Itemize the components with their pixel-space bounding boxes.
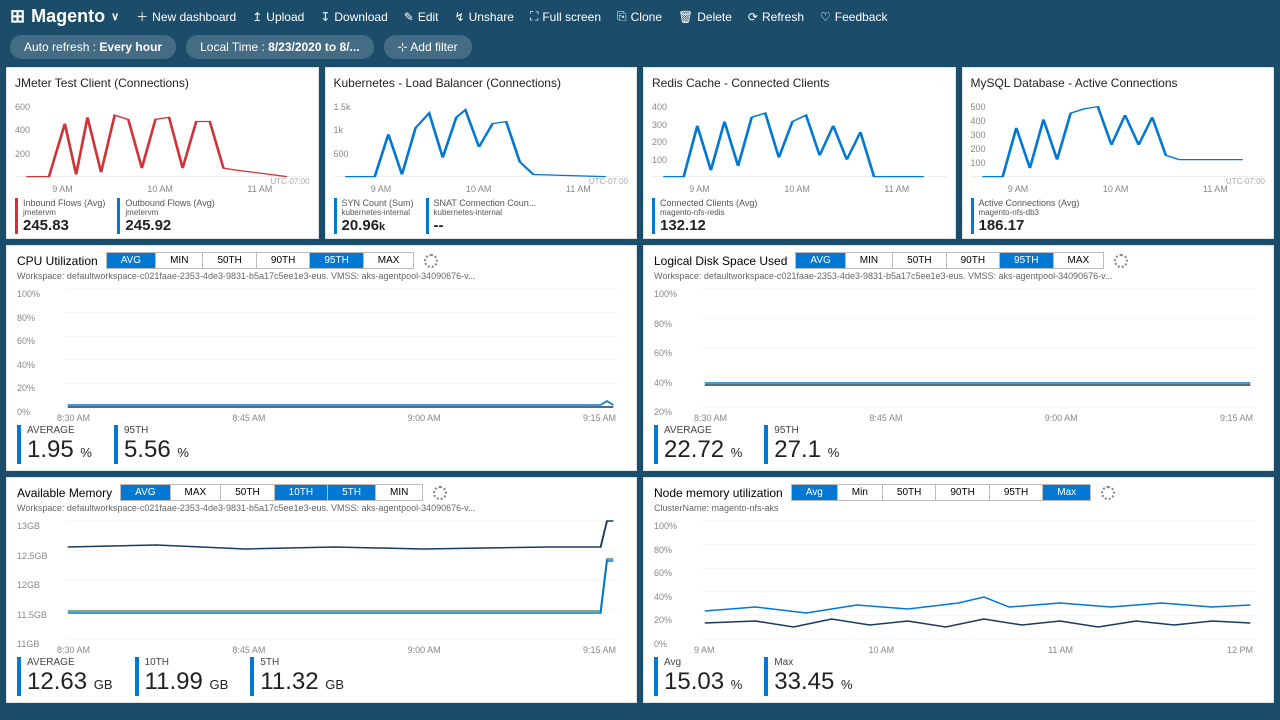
seg-5th[interactable]: 5TH (328, 485, 376, 500)
workspace-label: Workspace: defaultworkspace-c021faae-235… (17, 269, 626, 283)
seg-50th[interactable]: 50TH (221, 485, 274, 500)
seg-max[interactable]: Max (1043, 485, 1090, 500)
title-text: Magento (31, 6, 105, 27)
card-title: Redis Cache - Connected Clients (652, 74, 947, 94)
seg-avg[interactable]: AVG (121, 485, 170, 500)
seg-50th[interactable]: 50TH (893, 253, 946, 268)
autorefresh-pill[interactable]: Auto refresh : Every hour (10, 35, 176, 59)
segmented-control: AVGMAX50TH10TH5THMIN (120, 484, 423, 501)
chevron-down-icon[interactable]: ∨ (111, 10, 119, 23)
filter-bar: Auto refresh : Every hour Local Time : 8… (0, 31, 1280, 67)
seg-min[interactable]: MIN (376, 485, 422, 500)
toolbar-edit-button[interactable]: ✎Edit (397, 6, 446, 27)
seg-90th[interactable]: 90TH (257, 253, 310, 268)
wide-chart-card: Node memory utilization AvgMin50TH90TH95… (643, 477, 1274, 703)
seg-avg[interactable]: AVG (796, 253, 845, 268)
toolbar-clone-button[interactable]: ⎘Clone (610, 6, 669, 27)
metric: Inbound Flows (Avg)jmetervm245.83 (15, 198, 105, 234)
metric: Active Connections (Avg)magento-nfs-db31… (971, 198, 1080, 234)
dashboard-icon: ⊞ (10, 6, 25, 27)
toolbar-new-dashboard-button[interactable]: ＋New dashboard (129, 6, 243, 27)
seg-avg[interactable]: AVG (107, 253, 156, 268)
add-filter-pill[interactable]: ⊹ Add filter (384, 35, 472, 59)
toolbar-feedback-button[interactable]: ♡Feedback (813, 6, 894, 27)
chart-card: Kubernetes - Load Balancer (Connections)… (325, 67, 638, 239)
workspace-label: Workspace: defaultworkspace-c021faae-235… (17, 501, 626, 515)
wide-chart-card: Available Memory AVGMAX50TH10TH5THMIN Wo… (6, 477, 637, 703)
big-metric: AVERAGE22.72 % (654, 425, 742, 464)
big-metric: 95TH5.56 % (114, 425, 189, 464)
seg-max[interactable]: MAX (364, 253, 414, 268)
card-title: MySQL Database - Active Connections (971, 74, 1266, 94)
seg-50th[interactable]: 50TH (883, 485, 936, 500)
wide-cards-row-2: Available Memory AVGMAX50TH10TH5THMIN Wo… (0, 477, 1280, 709)
metric: SYN Count (Sum)kubernetes-internal20.96k (334, 198, 414, 234)
big-metric: 5TH11.32 GB (250, 657, 344, 696)
seg-95th[interactable]: 95TH (990, 485, 1043, 500)
big-metric: 10TH11.99 GB (135, 657, 229, 696)
loading-icon (424, 254, 438, 268)
seg-90th[interactable]: 90TH (936, 485, 989, 500)
loading-icon (1114, 254, 1128, 268)
wide-cards-row-1: CPU Utilization AVGMIN50TH90TH95THMAX Wo… (0, 245, 1280, 477)
seg-max[interactable]: MAX (171, 485, 222, 500)
metric: SNAT Connection Coun...kubernetes-intern… (426, 198, 537, 234)
big-metric: 95TH27.1 % (764, 425, 839, 464)
wide-chart-card: Logical Disk Space Used AVGMIN50TH90TH95… (643, 245, 1274, 471)
filter-icon: ⊹ (398, 40, 411, 54)
workspace-label: ClusterName: magento-nfs-aks (654, 501, 1263, 515)
toolbar-upload-button[interactable]: ↥Upload (245, 6, 311, 27)
wide-title: Logical Disk Space Used (654, 254, 787, 268)
toolbar-full-screen-button[interactable]: ⛶Full screen (523, 6, 608, 27)
segmented-control: AVGMIN50TH90TH95THMAX (795, 252, 1104, 269)
seg-avg[interactable]: Avg (792, 485, 838, 500)
big-metric: AVERAGE1.95 % (17, 425, 92, 464)
big-metric: AVERAGE12.63 GB (17, 657, 113, 696)
loading-icon (433, 486, 447, 500)
segmented-control: AVGMIN50TH90TH95THMAX (106, 252, 415, 269)
card-title: JMeter Test Client (Connections) (15, 74, 310, 94)
metric: Connected Clients (Avg)magento-nfs-redis… (652, 198, 757, 234)
card-title: Kubernetes - Load Balancer (Connections) (334, 74, 629, 94)
dashboard-title[interactable]: ⊞ Magento ∨ (10, 6, 119, 27)
toolbar-delete-button[interactable]: 🗑Delete (671, 6, 739, 27)
seg-10th[interactable]: 10TH (275, 485, 328, 500)
workspace-label: Workspace: defaultworkspace-c021faae-235… (654, 269, 1263, 283)
wide-title: Available Memory (17, 486, 112, 500)
loading-icon (1101, 486, 1115, 500)
seg-50th[interactable]: 50TH (203, 253, 256, 268)
seg-max[interactable]: MAX (1054, 253, 1104, 268)
wide-chart-card: CPU Utilization AVGMIN50TH90TH95THMAX Wo… (6, 245, 637, 471)
timerange-pill[interactable]: Local Time : 8/23/2020 to 8/... (186, 35, 373, 59)
toolbar: ⊞ Magento ∨ ＋New dashboard↥Upload↧Downlo… (0, 0, 1280, 31)
seg-95th[interactable]: 95TH (1000, 253, 1053, 268)
small-cards-grid: JMeter Test Client (Connections) 6004002… (0, 67, 1280, 245)
seg-90th[interactable]: 90TH (947, 253, 1000, 268)
seg-min[interactable]: MIN (156, 253, 203, 268)
seg-min[interactable]: MIN (846, 253, 893, 268)
segmented-control: AvgMin50TH90TH95THMax (791, 484, 1091, 501)
metric: Outbound Flows (Avg)jmetervm245.92 (117, 198, 214, 234)
chart-card: Redis Cache - Connected Clients 40030020… (643, 67, 956, 239)
toolbar-download-button[interactable]: ↧Download (313, 6, 394, 27)
big-metric: Max33.45 % (764, 657, 852, 696)
wide-title: CPU Utilization (17, 254, 98, 268)
toolbar-refresh-button[interactable]: ⟳Refresh (741, 6, 811, 27)
chart-card: JMeter Test Client (Connections) 6004002… (6, 67, 319, 239)
seg-min[interactable]: Min (838, 485, 883, 500)
chart-card: MySQL Database - Active Connections 5004… (962, 67, 1275, 239)
toolbar-unshare-button[interactable]: ↯Unshare (448, 6, 521, 27)
seg-95th[interactable]: 95TH (310, 253, 363, 268)
big-metric: Avg15.03 % (654, 657, 742, 696)
wide-title: Node memory utilization (654, 486, 783, 500)
